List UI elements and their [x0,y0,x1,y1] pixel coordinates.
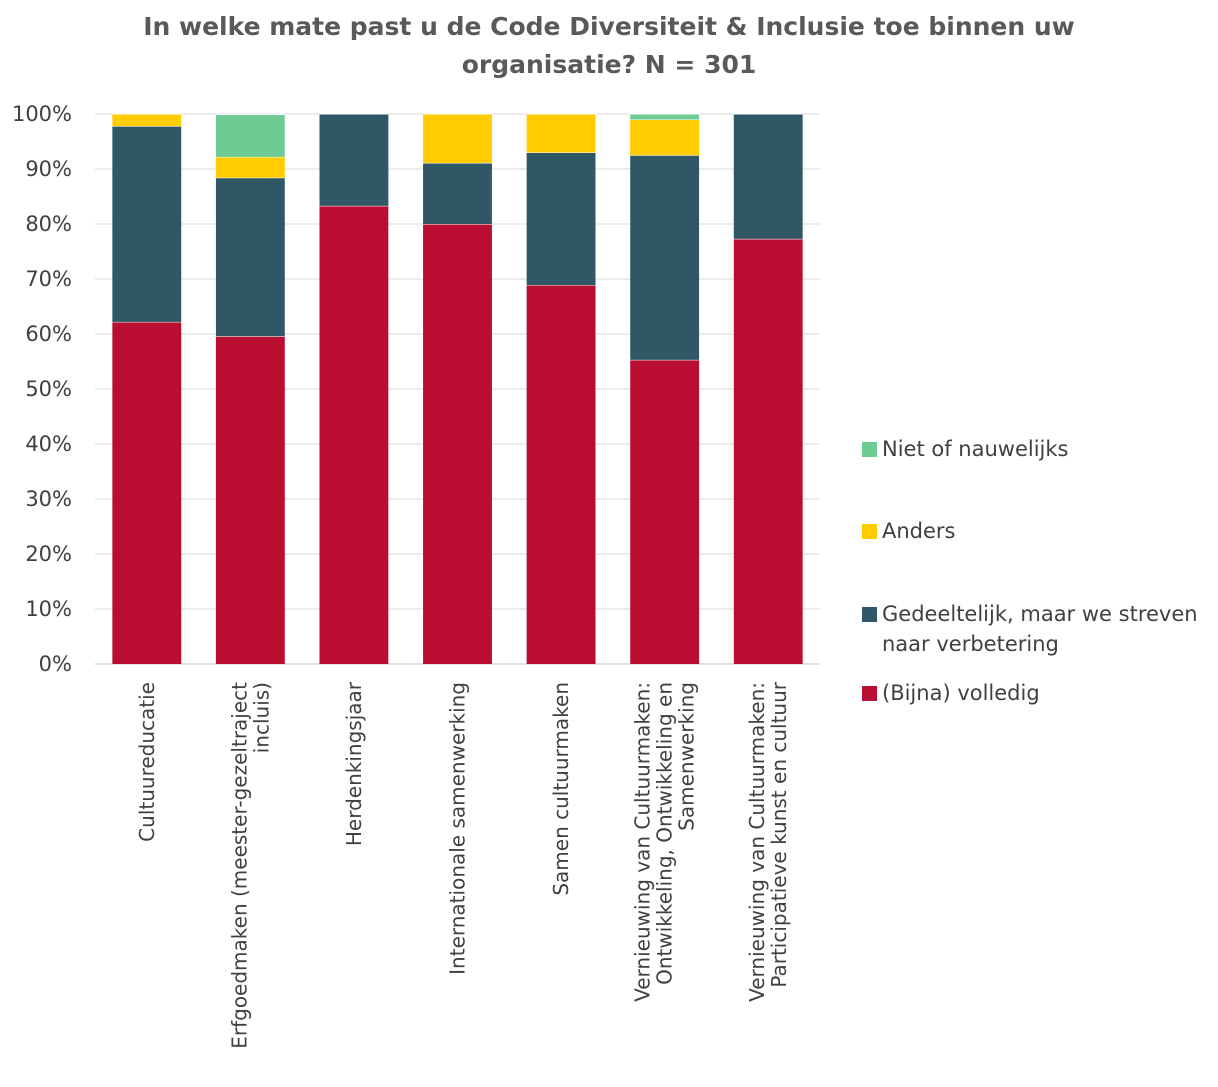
chart-title: In welke mate past u de Code Diversiteit… [0,8,1218,84]
x-tick-label: Erfgoedmaken (meester-gezeltrajectinclui… [227,682,273,1049]
legend: Niet of nauwelijks Anders Gedeeltelijk, ma… [862,437,1198,705]
y-tick-label: 80% [25,212,72,236]
x-tick-label-line: Cultuureducatie [135,682,159,842]
y-axis: 0% 10% 20% 30% 40% 50% 60% 70% 80% 90% 100% [12,102,72,676]
bar-segment [733,114,803,239]
bar-segment [215,336,285,664]
bar-segment [630,155,700,360]
bar-segment [215,114,285,157]
x-tick-label-line: Samen cultuurmaken [549,682,573,896]
x-tick-label-line: Ontwikkeling, Ontwikkeling en [653,682,677,985]
y-tick-label: 20% [25,542,72,566]
bar-segment [630,359,700,664]
y-tick-label: 70% [25,267,72,291]
y-tick-label: 100% [12,102,72,126]
bar-segment [423,162,492,224]
x-tick-label: Herdenkingsjaar [342,681,366,846]
x-tick-label: Internationale samenwerking [446,682,470,975]
y-tick-label: 0% [39,652,72,676]
bar-segment [526,285,596,664]
legend-swatch [862,686,877,701]
x-tick-label: Samen cultuurmaken [549,682,573,896]
y-tick-label: 40% [25,432,72,456]
x-tick-label-line: Vernieuwing van Cultuurmaken: [631,682,655,1002]
legend-swatch [862,607,877,622]
bar-segment [319,205,389,664]
x-axis: Cultuureducatie Erfgoedmaken (meester-gez… [135,681,791,1049]
x-tick-label: Vernieuwing van Cultuurmaken:Participati… [745,681,791,1002]
bar-segment [526,152,596,286]
legend-swatch [862,442,877,457]
bars [112,113,803,664]
bar-segment [215,156,285,178]
bar-segment [526,114,596,153]
bar-segment [733,238,803,664]
bar-segment [112,321,182,664]
x-tick-label-line: Participatieve kunst en cultuur [767,681,791,987]
bar-segment [423,224,492,664]
x-tick-label-line: Vernieuwing van Cultuurmaken: [745,682,769,1002]
bar-segment [630,114,700,120]
x-tick-label-line: Herdenkingsjaar [342,681,366,846]
x-tick-label-line: Erfgoedmaken (meester-gezeltraject [227,682,251,1049]
y-tick-label: 90% [25,157,72,181]
y-tick-label: 60% [25,322,72,346]
x-tick-label-line: Internationale samenwerking [446,682,470,975]
legend-label: Niet of nauwelijks [882,437,1068,461]
x-tick-label-line: Samenwerking [675,682,699,831]
y-tick-label: 50% [25,377,72,401]
chart-title-line-1: In welke mate past u de Code Diversiteit… [143,12,1075,41]
y-tick-label: 10% [25,597,72,621]
y-tick-label: 30% [25,487,72,511]
bar-segment [630,119,700,156]
bar-segment [112,114,182,127]
bar-segment [319,114,389,206]
bar-segment [112,126,182,322]
legend-label: Gedeeltelijk, maar we streven [882,602,1198,626]
x-tick-label-line: incluis) [249,682,273,753]
chart-title-line-2: organisatie? N = 301 [461,50,757,79]
legend-label: (Bijna) volledig [882,681,1040,705]
bar-segment [423,114,492,163]
legend-label: naar verbetering [882,632,1059,656]
bar-segment [215,177,285,337]
x-tick-label: Cultuureducatie [135,682,159,842]
legend-swatch [862,524,877,539]
x-tick-label: Vernieuwing van Cultuurmaken:Ontwikkelin… [631,682,699,1002]
legend-label: Anders [882,519,956,543]
